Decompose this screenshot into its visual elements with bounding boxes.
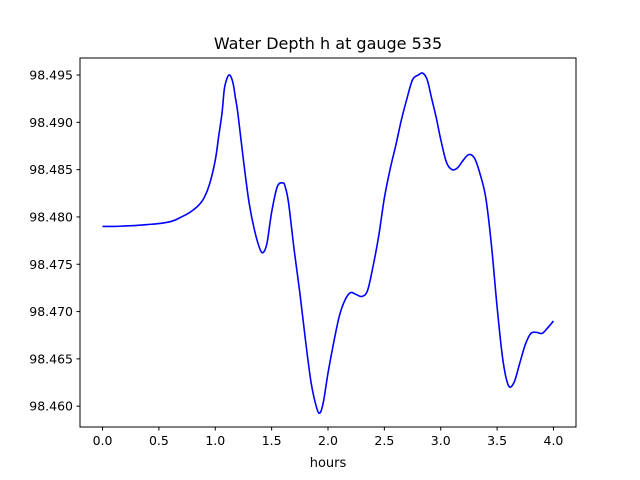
x-tick-label: 1.5: [262, 433, 282, 448]
y-tick-label: 98.470: [29, 304, 73, 319]
x-tick-label: 3.0: [431, 433, 451, 448]
water-depth-line: [102, 72, 555, 415]
y-tick-label: 98.485: [29, 162, 73, 177]
x-tick-label: 4.0: [544, 433, 564, 448]
y-tick-label: 98.480: [29, 209, 73, 224]
y-tick-label: 98.460: [29, 399, 73, 414]
x-tick-label: 2.0: [318, 433, 338, 448]
y-tick-label: 98.490: [29, 115, 73, 130]
x-axis-label: hours: [310, 456, 347, 471]
x-tick-label: 0.0: [93, 433, 113, 448]
x-tick-label: 1.0: [205, 433, 225, 448]
y-tick-label: 98.495: [29, 68, 73, 83]
y-axis-ticks: 98.460 98.465 98.470 98.475 98.480 98.485 98.4…: [29, 68, 80, 414]
chart-title: Water Depth h at gauge 535: [214, 34, 442, 53]
y-tick-label: 98.475: [29, 257, 73, 272]
x-tick-label: 2.5: [374, 433, 394, 448]
x-tick-label: 3.5: [487, 433, 507, 448]
x-axis-ticks: 0.0 0.5 1.0 1.5 2.0 2.5 3.0 3.5 4.0: [93, 427, 564, 448]
x-tick-label: 0.5: [149, 433, 169, 448]
y-tick-label: 98.465: [29, 351, 73, 366]
